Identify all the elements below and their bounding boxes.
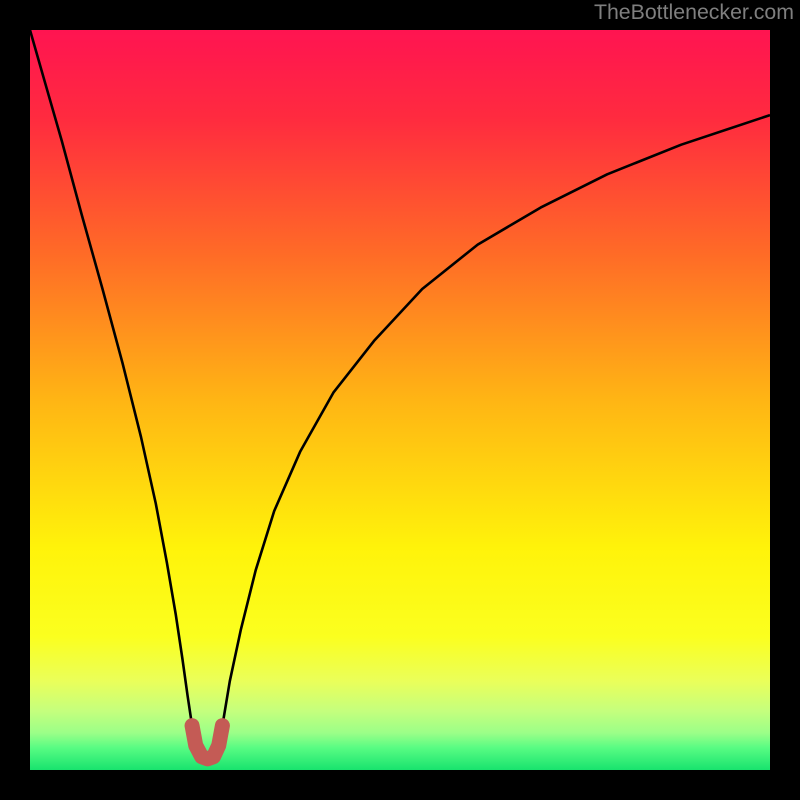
curve-left-branch <box>30 30 192 726</box>
frame-border-left <box>0 0 30 800</box>
plot-area <box>30 30 770 770</box>
chart-frame: TheBottlenecker.com <box>0 0 800 800</box>
valley-highlight <box>192 726 222 759</box>
frame-border-bottom <box>0 770 800 800</box>
watermark-text: TheBottlenecker.com <box>594 0 794 25</box>
curve-right-branch <box>222 115 770 726</box>
frame-border-right <box>770 0 800 800</box>
curve-overlay <box>30 30 770 770</box>
